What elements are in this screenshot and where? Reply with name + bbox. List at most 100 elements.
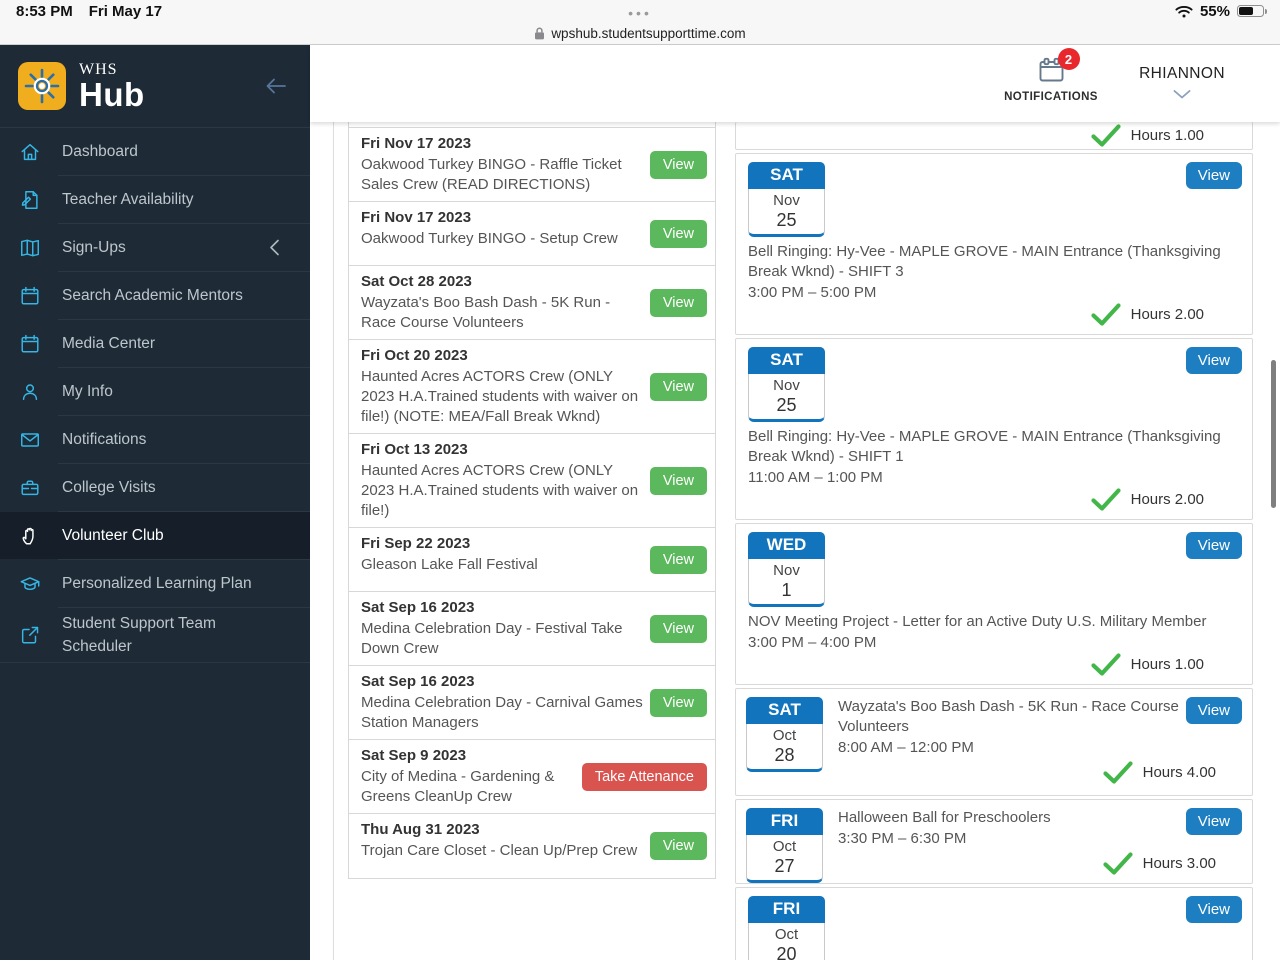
check-icon [1103,761,1133,784]
sidebar-item-label: Media Center [62,335,156,352]
url-text: wpshub.studentsupporttime.com [551,25,746,41]
logo-text-whs: WHS [79,61,118,79]
person-icon [18,381,42,403]
date-box-month: Oct [772,727,797,744]
hours-row: Hours 2.00 [748,488,1240,511]
book-icon [18,237,42,259]
event-list-panel: Fri Nov 17 2023 Oakwood Turkey BINGO - Ra… [333,122,716,960]
lock-icon [534,26,545,40]
event-date: Fri Sep 22 2023 [361,535,471,552]
date-box-day: 1 [781,580,792,600]
sidebar-item-label: My Info [62,383,113,400]
sidebar-item-sign-ups[interactable]: Sign-Ups [0,224,310,271]
sidebar-item-personalized-learning-plan[interactable]: Personalized Learning Plan [0,560,310,607]
date-box-day: 20 [776,944,797,960]
view-button[interactable]: View [649,466,707,495]
wifi-icon [1175,5,1193,18]
view-button[interactable]: View [649,832,707,860]
event-title: Gleason Lake Fall Festival [361,556,538,573]
sidebar-item-my-info[interactable]: My Info [0,368,310,415]
event-title: City of Medina - Gardening & Greens Clea… [361,768,555,805]
sidebar-item-student-support-team-scheduler[interactable]: Student Support Team Scheduler [0,608,310,662]
view-button[interactable]: View [649,545,707,574]
content-body: Fri Nov 17 2023 Oakwood Turkey BINGO - Ra… [310,122,1280,960]
schedule-time: 3:00 PM – 4:00 PM [748,634,877,651]
event-title: Medina Celebration Day - Festival Take D… [361,620,623,657]
schedule-card: SAT Oct 28 Wayzata's Boo Bash Dash - 5K Run… [735,688,1253,796]
notifications-button[interactable]: 2 NOTIFICATIONS [995,48,1107,103]
sidebar-nav: Dashboard Teacher Availability Sign-Ups Sea… [0,128,310,663]
date-box-day: 25 [776,210,797,230]
date-box: FRI Oct 20 [748,896,825,960]
event-date: Fri Oct 20 2023 [361,347,468,364]
user-name: RHIANNON [1139,65,1225,82]
battery-percent: 55% [1199,2,1230,20]
battery-icon [1237,5,1267,17]
date-box: SAT Nov 25 [748,162,825,237]
view-button[interactable]: View [649,372,707,401]
take-attendance-button[interactable]: Take Attenance [581,762,707,791]
view-button[interactable]: View [1185,347,1242,374]
hours-row: Hours 2.00 [748,303,1240,326]
view-button[interactable]: View [649,614,707,643]
sidebar-item-label: Teacher Availability [62,191,194,208]
event-row: Sat Sep 16 2023 Medina Celebration Day - … [349,592,715,666]
sidebar-item-teacher-availability[interactable]: Teacher Availability [0,176,310,223]
view-button[interactable]: View [649,288,707,317]
event-date: Thu Aug 31 2023 [361,821,480,838]
view-button[interactable]: View [649,688,707,717]
sidebar-item-label: Personalized Learning Plan [62,575,252,592]
check-icon [1091,488,1121,511]
event-title: Wayzata's Boo Bash Dash - 5K Run - Race … [361,294,611,331]
sidebar-item-dashboard[interactable]: Dashboard [0,128,310,175]
date-box-weekday: SAT [748,347,825,374]
url-bar[interactable]: wpshub.studentsupporttime.com [0,22,1280,45]
view-button[interactable]: View [1185,162,1242,189]
sidebar-item-label: Volunteer Club [62,527,164,544]
schedule-time: 11:00 AM – 1:00 PM [748,469,883,486]
view-button[interactable]: View [649,150,707,179]
event-row: Sat Sep 16 2023 Medina Celebration Day - … [349,666,715,740]
grad-cap-icon [18,573,42,595]
user-menu[interactable]: RHIANNON [1121,65,1243,99]
hours-row: Hours 3.00 [838,852,1240,875]
logo-text-hub: Hub [79,76,145,114]
calendar-icon [18,285,42,307]
check-icon [1103,852,1133,875]
schedule-title: NOV Meeting Project - Letter for an Acti… [748,613,1207,630]
view-button[interactable]: View [1185,532,1242,559]
sidebar-item-notifications[interactable]: Notifications [0,416,310,463]
date-box-day: 27 [774,856,795,876]
sidebar-item-label: Search Academic Mentors [62,287,243,304]
multitask-dots-icon: ••• [628,5,652,21]
view-button[interactable]: View [1185,697,1242,724]
sidebar-header: WHS Hub [0,45,310,128]
event-row-partial [349,122,715,128]
sidebar-item-label: Student Support Team Scheduler [62,615,216,655]
hand-icon [18,525,42,547]
view-button[interactable]: View [1185,808,1242,835]
status-date: Fri May 17 [88,2,163,20]
sidebar-item-media-center[interactable]: Media Center [0,320,310,367]
scrollbar[interactable] [1271,360,1276,508]
view-button[interactable]: View [649,219,707,248]
notifications-badge: 2 [1057,48,1080,70]
sidebar-item-college-visits[interactable]: College Visits [0,464,310,511]
notifications-calendar-icon [1038,57,1065,83]
event-date: Sat Oct 28 2023 [361,273,472,290]
view-button[interactable]: View [1185,896,1242,923]
sidebar-collapse-arrow-icon[interactable] [262,75,288,97]
date-box-weekday: FRI [746,808,823,835]
schedule-card: FRI Oct 20 View [735,887,1253,960]
hours-label: Hours 1.00 [1130,656,1204,673]
sidebar-item-search-academic-mentors[interactable]: Search Academic Mentors [0,272,310,319]
schedule-title: Bell Ringing: Hy-Vee - MAPLE GROVE - MAI… [748,428,1221,465]
schedule-card-list: Hours 1.00 SAT Nov 25 Bell Ringing: Hy-Vee … [735,122,1253,960]
event-date: Sat Sep 9 2023 [361,747,467,764]
schedule-card-partial: Hours 1.00 [735,122,1253,150]
status-time: 8:53 PM [16,2,73,20]
home-icon [18,141,42,163]
sidebar-item-volunteer-club[interactable]: Volunteer Club [0,512,310,559]
event-row: Fri Sep 22 2023 Gleason Lake Fall Festiva… [349,528,715,592]
date-box-day: 25 [776,395,797,415]
